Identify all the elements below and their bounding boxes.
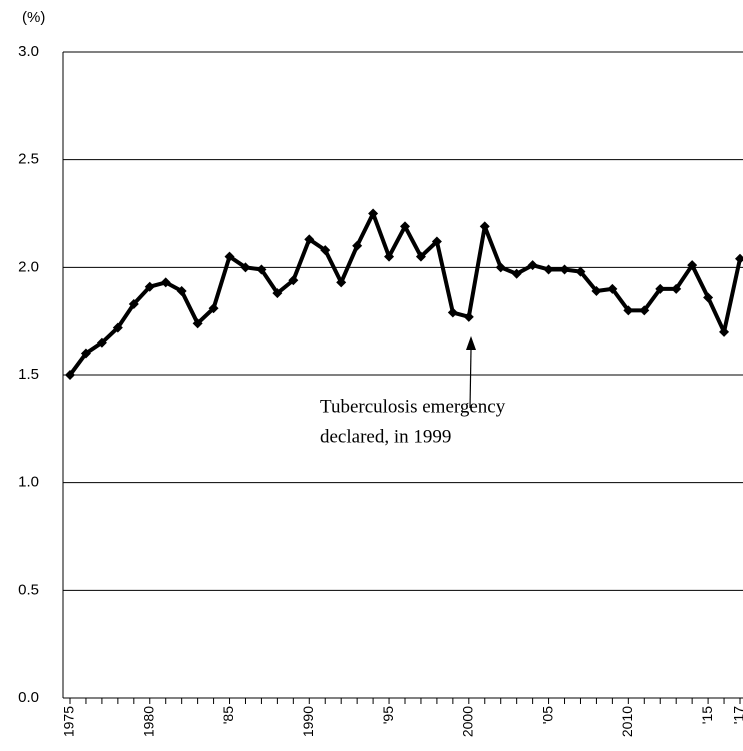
marker (80, 348, 91, 359)
marker (703, 292, 714, 303)
x-tick-label: 1990 (300, 706, 316, 737)
marker (607, 283, 618, 294)
marker (288, 275, 299, 286)
y-tick-label: 3.0 (18, 43, 39, 60)
annotation: declared, in 1999 (320, 426, 451, 447)
marker (128, 298, 139, 309)
annotation-arrow (469, 349, 472, 409)
y-tick-label: 1.0 (18, 474, 39, 491)
marker (368, 208, 379, 219)
marker (543, 264, 554, 275)
x-tick-label: 1975 (61, 706, 77, 737)
marker (559, 264, 570, 275)
marker (192, 318, 203, 329)
marker (320, 245, 331, 256)
marker (623, 305, 634, 316)
x-tick-label: '17 (731, 706, 743, 724)
marker (495, 262, 506, 273)
marker (96, 337, 107, 348)
marker (735, 253, 743, 264)
marker (639, 305, 650, 316)
data-line (68, 211, 742, 377)
marker (176, 286, 187, 297)
x-tick-label: '85 (220, 706, 236, 724)
x-tick-label: '15 (699, 706, 715, 724)
annotation: Tuberculosis emergency (320, 396, 506, 417)
marker (400, 221, 410, 232)
annotation-arrowhead (466, 336, 476, 350)
marker (671, 283, 682, 294)
marker (224, 251, 235, 262)
x-tick-label: '95 (380, 706, 396, 724)
marker (112, 322, 123, 333)
y-tick-label: 0.0 (18, 689, 39, 706)
y-axis-label: (%) (22, 9, 45, 26)
marker (591, 286, 602, 297)
marker (272, 288, 283, 299)
marker (479, 221, 490, 232)
marker (575, 266, 586, 277)
marker (240, 262, 251, 273)
marker (304, 234, 315, 245)
marker (527, 260, 538, 271)
x-tick-label: 1980 (140, 706, 156, 737)
marker (447, 307, 458, 318)
marker (511, 268, 522, 279)
x-tick-label: 2010 (619, 706, 635, 737)
x-tick-label: 2000 (460, 706, 476, 737)
marker (160, 277, 171, 288)
marker (687, 260, 698, 271)
marker (208, 303, 219, 314)
marker (719, 326, 730, 337)
marker (336, 277, 347, 288)
x-tick-label: '05 (539, 706, 555, 724)
marker (431, 236, 442, 247)
marker (415, 251, 426, 262)
marker (352, 240, 363, 251)
marker (65, 370, 75, 380)
y-tick-label: 2.5 (18, 151, 39, 168)
y-tick-label: 2.0 (18, 258, 39, 275)
marker (256, 264, 267, 275)
y-tick-label: 0.5 (18, 581, 39, 598)
marker (384, 251, 395, 262)
y-tick-label: 1.5 (18, 366, 39, 383)
marker (144, 281, 155, 292)
marker (655, 283, 666, 294)
marker (463, 311, 474, 322)
